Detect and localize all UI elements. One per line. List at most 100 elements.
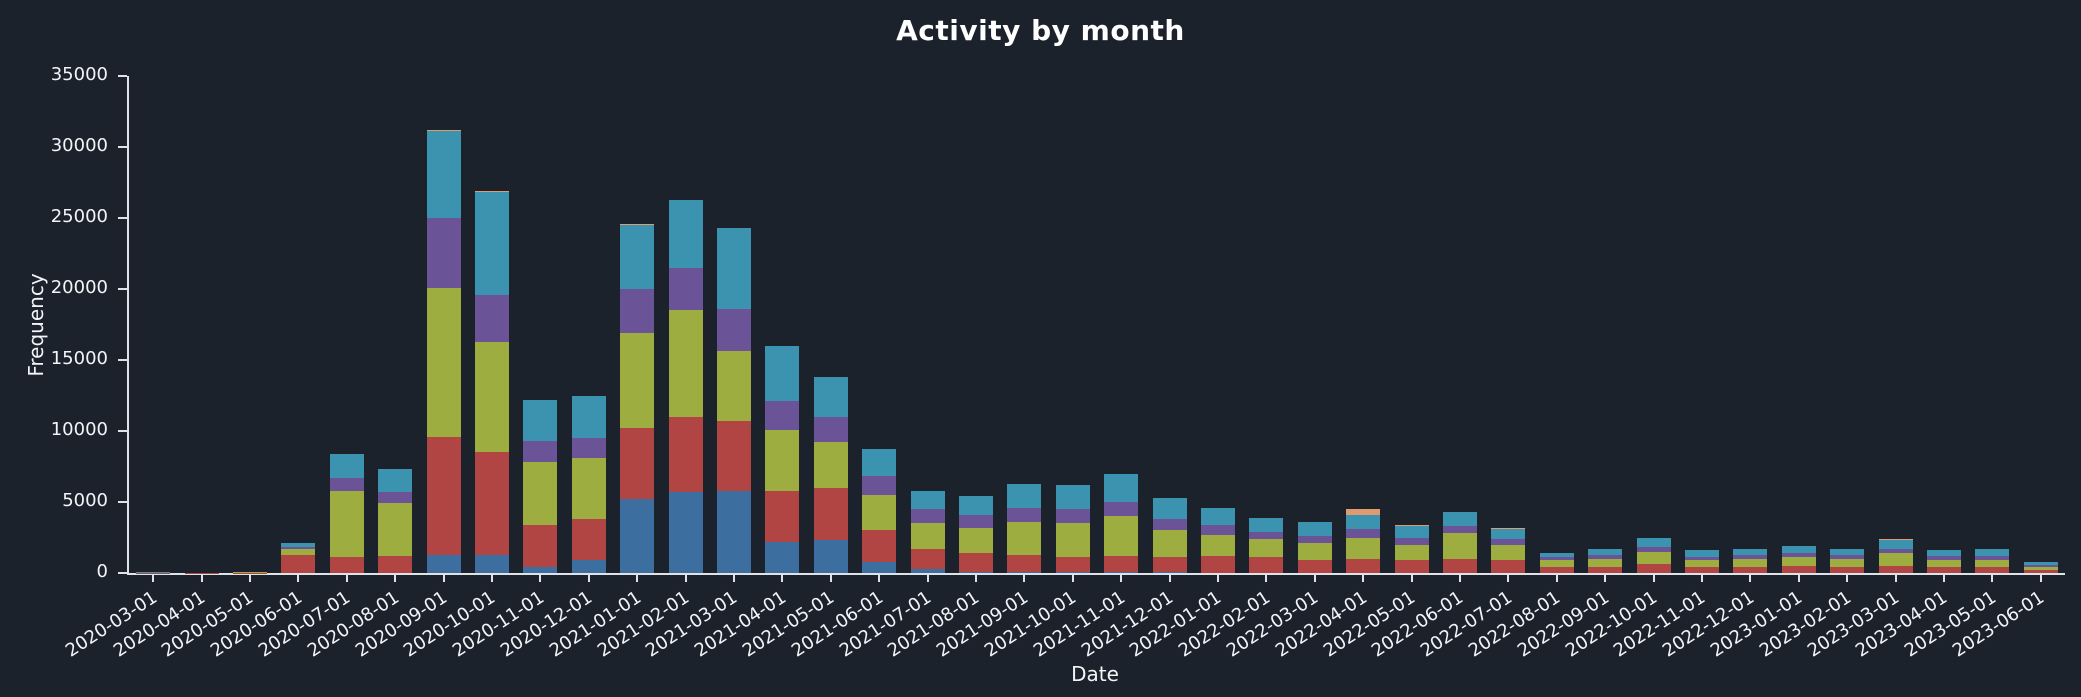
bar-2021-08-01: [959, 496, 993, 573]
bar-segment-blue: [620, 499, 655, 573]
bar-segment-purple: [2023, 564, 2058, 567]
bar-segment-teal: [1830, 548, 1865, 556]
bar-segment-blue: [668, 492, 703, 573]
bar-2022-10-01: [1636, 537, 1671, 573]
bar-segment-teal: [1781, 546, 1816, 554]
bar-segment-purple: [1733, 555, 1768, 559]
bar-segment-teal: [571, 395, 606, 439]
bar-2020-08-01: [378, 469, 413, 573]
bar-segment-teal: [1346, 514, 1381, 529]
bar-segment-orange: [1394, 524, 1429, 527]
x-tick-mark: [1071, 573, 1074, 582]
bar-segment-purple: [1830, 555, 1865, 559]
y-tick-label: 15000: [50, 348, 108, 369]
y-tick-mark: [118, 75, 127, 77]
bar-segment-red: [1055, 557, 1090, 572]
bar-segment-purple: [910, 509, 945, 524]
bar-2023-05-01: [1975, 548, 2010, 573]
x-tick-mark: [878, 573, 881, 582]
bar-segment-red: [862, 530, 897, 562]
bar-segment-olive: [1055, 523, 1090, 558]
bar-2022-04-01: [1346, 509, 1381, 573]
bar-segment-red: [1878, 565, 1913, 573]
bar-segment-teal: [1201, 507, 1235, 525]
bar-segment-olive: [765, 429, 800, 491]
x-tick-mark: [1265, 573, 1268, 582]
bar-segment-teal: [862, 449, 897, 477]
bar-segment-red: [1685, 567, 1719, 573]
bar-segment-olive: [1201, 534, 1235, 556]
bar-segment-red: [813, 487, 848, 541]
bar-2021-06-01: [862, 449, 897, 573]
y-tick-label: 0: [96, 561, 108, 582]
bar-segment-red: [1975, 567, 2010, 573]
bar-2022-05-01: [1394, 524, 1429, 573]
bar-segment-olive: [668, 310, 703, 417]
bar-segment-olive: [1781, 557, 1816, 566]
bar-segment-red: [475, 452, 509, 555]
bar-segment-purple: [1249, 531, 1284, 539]
bar-2020-12-01: [571, 395, 606, 573]
bar-segment-teal: [1733, 548, 1768, 556]
x-tick-mark: [1943, 573, 1945, 582]
bar-segment-teal: [1249, 517, 1284, 532]
bar-segment-teal: [620, 225, 655, 290]
bar-segment-orange: [1878, 538, 1913, 541]
bar-2021-10-01: [1055, 485, 1090, 573]
x-tick-mark: [297, 573, 300, 582]
x-tick-mark: [829, 573, 832, 582]
bar-segment-blue: [959, 571, 993, 573]
bar-segment-blue: [862, 561, 897, 573]
bar-segment-purple: [475, 294, 509, 342]
x-tick-mark: [1168, 573, 1171, 582]
bar-segment-olive: [813, 442, 848, 488]
x-tick-mark: [1604, 573, 1607, 582]
x-tick-mark: [1749, 573, 1752, 582]
x-tick-mark: [394, 573, 397, 582]
x-tick-mark: [975, 573, 977, 582]
bar-2022-12-01: [1733, 548, 1768, 573]
bar-segment-teal: [1975, 548, 2010, 556]
bar-segment-olive: [1104, 516, 1139, 556]
x-tick-mark: [249, 573, 251, 582]
bar-segment-purple: [1878, 548, 1913, 554]
bar-segment-red: [1539, 567, 1574, 573]
bar-2020-03-01: [136, 572, 171, 573]
bar-segment-purple: [1346, 529, 1381, 538]
bar-segment-purple: [1443, 526, 1477, 534]
bar-2021-11-01: [1104, 473, 1139, 573]
bar-segment-orange: [426, 130, 461, 132]
bar-segment-olive: [2023, 566, 2058, 571]
bar-2023-04-01: [1927, 550, 1961, 573]
bar-segment-teal: [1539, 553, 1574, 558]
bar-segment-olive: [1394, 544, 1429, 561]
bar-segment-teal: [426, 131, 461, 219]
bar-segment-purple: [1297, 536, 1332, 544]
bar-2022-11-01: [1685, 550, 1719, 573]
bar-segment-blue: [765, 541, 800, 573]
bar-segment-red: [1443, 558, 1477, 573]
bar-segment-purple: [1055, 509, 1090, 524]
y-tick-mark: [118, 501, 127, 503]
bar-2021-12-01: [1152, 497, 1187, 573]
bar-2020-09-01: [426, 130, 461, 573]
bar-segment-teal: [717, 227, 751, 309]
bar-segment-orange: [1346, 509, 1381, 515]
x-tick-mark: [684, 573, 687, 582]
bar-segment-purple: [1781, 553, 1816, 558]
bar-2022-09-01: [1588, 548, 1623, 573]
bar-2021-01-01: [620, 223, 655, 573]
bar-segment-purple: [620, 289, 655, 334]
bar-segment-teal: [378, 469, 413, 493]
bar-segment-red: [281, 555, 316, 573]
y-tick-label: 35000: [50, 64, 108, 85]
bar-segment-red: [1927, 566, 1961, 573]
bar-segment-purple: [668, 267, 703, 311]
x-tick-mark: [1023, 573, 1026, 582]
bar-segment-red: [717, 421, 751, 491]
bar-segment-blue: [1055, 571, 1090, 573]
bar-segment-red: [1201, 555, 1235, 573]
bar-segment-olive: [1588, 558, 1623, 568]
bar-segment-teal: [1927, 550, 1961, 556]
bar-segment-purple: [1975, 555, 2010, 560]
